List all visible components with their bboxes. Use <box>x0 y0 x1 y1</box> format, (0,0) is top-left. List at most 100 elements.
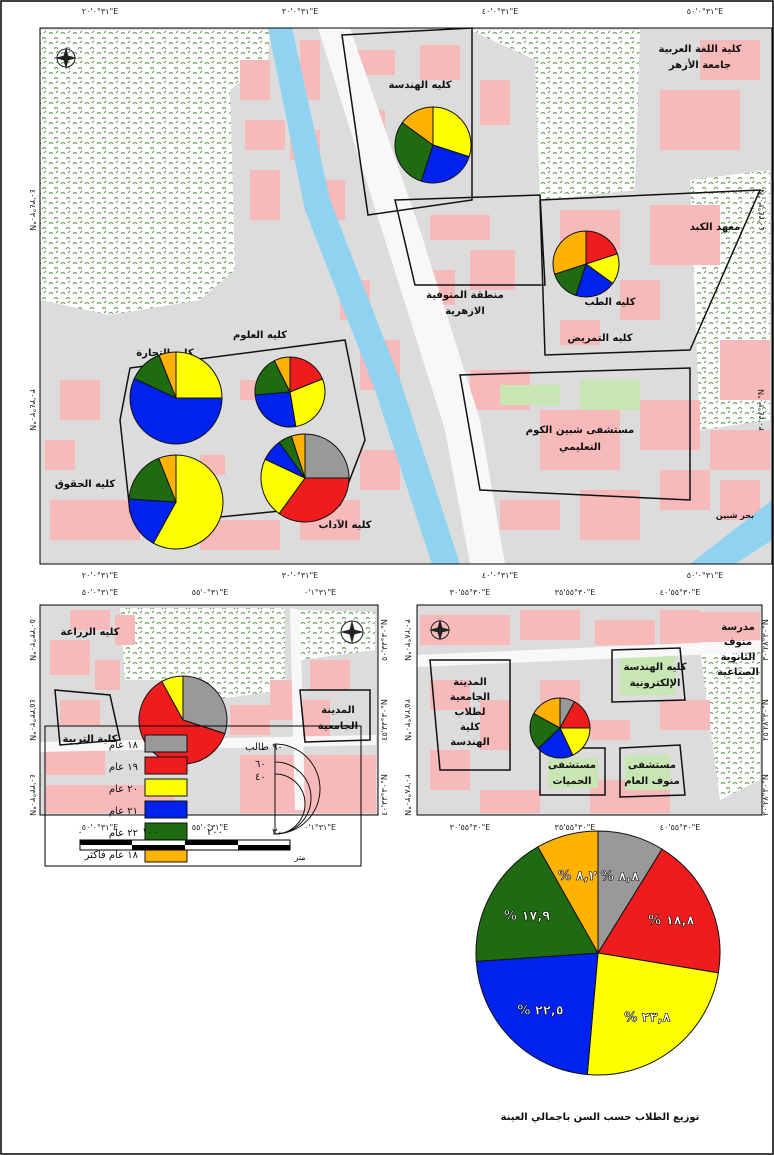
pie-law-slice-5 <box>128 457 177 503</box>
top-tree-area-west <box>40 30 270 315</box>
coord-br-rlat-3: ٣٠°٢٨'٢٠"N <box>761 774 770 816</box>
size-legend-60: ٦٠ <box>255 759 266 770</box>
coord-top-2: ٣١°٠'٣٠"E <box>282 7 318 16</box>
coord-top-3: ٣١°٠'٤٠"E <box>482 7 518 16</box>
coord-right-lat-1: ٣٠°٣٤'٤٠"N <box>757 189 766 231</box>
label-education: كلية التربية <box>63 734 118 745</box>
label-arts: كليه الآداب <box>318 519 371 531</box>
label-school-3: الثانوية <box>721 652 756 663</box>
top-tree-area-north <box>470 30 640 200</box>
coord-bl-top-2: ٣١°٠'٥٥"E <box>192 588 228 597</box>
label-school-2: منوف <box>724 637 752 648</box>
label-fever-hospital-1: مستشفى <box>548 760 596 771</box>
size-legend <box>274 743 321 835</box>
pie-science-slice-3 <box>289 378 326 428</box>
br-tree-area <box>700 640 760 800</box>
scale-bar <box>79 839 291 851</box>
pie-engineering-slice-3 <box>432 106 472 158</box>
coord-left-lat-1: ٣٠°٣٤'٤٠"N <box>28 189 37 231</box>
br-park-3 <box>625 755 670 790</box>
label-eng-city-2: الجامعية <box>450 692 490 703</box>
label-school-1: مدرسة <box>721 622 755 633</box>
coord-bl-bottom-2: ٣١°٠'٥٥"E <box>192 823 228 832</box>
label-eng-city-1: المدينة <box>453 677 487 688</box>
coord-br-top-2: ٣٠°٥٥'٣٥"E <box>555 588 596 597</box>
coord-br-lat-3: ٣٠°٢٨'٢٠"N <box>403 774 412 816</box>
legend-swatch-3 <box>144 778 188 797</box>
pie-commerce-slice-6 <box>158 351 177 399</box>
canal-east <box>690 500 772 564</box>
coord-bl-top-3: ٣١°١'٠"E <box>304 588 336 597</box>
coord-br-lat-1: ٣٠°٢٨'٣٠"N <box>403 619 412 661</box>
label-eng-city-4: كلية <box>460 722 480 733</box>
medicine-block <box>539 189 762 356</box>
summary-pie-label-2: % ١٨,٨ <box>648 914 694 929</box>
label-elec-eng-1: كليه الهندسة <box>623 662 686 673</box>
legend-label-4: ٢١ عام <box>109 806 138 817</box>
coord-bl-bottom-1: ٣١°٠'٥٠"E <box>82 823 118 832</box>
coord-br-rlat-2: ٣٠°٢٨'٢٥"N <box>761 699 770 741</box>
legend-swatch-2 <box>144 756 188 775</box>
summary-pie-label-5: % ١٧,٩ <box>504 909 550 924</box>
label-elec-eng-2: الإلكترونية <box>630 678 681 689</box>
legend-frame <box>44 725 362 867</box>
pie-engineering-slice-6 <box>401 106 434 146</box>
canal <box>268 28 460 564</box>
pie-law-slice-4 <box>128 498 177 544</box>
coord-br-rlat-1: ٣٠°٢٨'٣٠"N <box>761 619 770 661</box>
coord-br-top-3: ٣٠°٥٥'٤٠"E <box>660 588 701 597</box>
pie-elec-eng <box>529 697 591 759</box>
label-eng-city-3: لطلاب <box>454 707 485 718</box>
coord-bl-rlat-3: ٣٠°٣٣'٤٠"N <box>380 774 389 816</box>
legend-label-5: ٢٢ عام <box>109 828 138 839</box>
label-menoufia-1: منطقة المنوفية <box>426 290 504 301</box>
north-arrow-icon-bl <box>340 620 364 644</box>
pie-arts <box>260 433 350 523</box>
univ-city-block <box>299 689 371 743</box>
pie-law-slice-3 <box>152 454 224 550</box>
coord-topb-3: ٣١°٠'٤٠"E <box>482 571 518 580</box>
pie-education-slice-3 <box>161 675 184 721</box>
coord-bl-rlat-1: ٣٠°٣٣'٥٠"N <box>380 619 389 661</box>
bl-map-border <box>39 604 379 816</box>
map-pie-charts <box>128 106 620 765</box>
summary-pie-label-3: % ٢٣,٨ <box>624 1011 670 1026</box>
legend-label-1: ١٨ عام <box>109 740 139 751</box>
education-block <box>54 689 121 746</box>
legend-label-2: ١٩ عام <box>109 762 138 773</box>
summary-pie-slice-3 <box>586 952 719 1076</box>
label-fever-hospital-2: الحميات <box>553 776 592 787</box>
br-park-2 <box>548 758 598 788</box>
label-agriculture: كليه الزراعة <box>60 627 119 638</box>
pie-arts-slice-1 <box>304 433 350 479</box>
label-menoufia-2: الازهرية <box>445 306 485 317</box>
pie-science-slice-6 <box>273 356 291 393</box>
summary-pie-slice-6 <box>537 830 599 955</box>
coord-top-1: ٣١°٠'٢٠"E <box>82 7 118 16</box>
label-school-4: الصناعية <box>717 667 759 678</box>
pie-medicine-slice-6 <box>552 230 587 275</box>
summary-pie-chart: % ٨,٨ % ١٨,٨ % ٢٣,٨ % ٢٢,٥ % ١٧,٩ % ٨,٢ <box>475 830 721 1076</box>
coord-left-lat-2: ٣٠°٣٤'٣٠"N <box>28 389 37 431</box>
summary-pie-slice-4 <box>475 952 599 1076</box>
coord-bl-lat-3: ٣٠°٣٣'٤٠"N <box>28 774 37 816</box>
north-arrow-icon-br <box>429 619 451 641</box>
coord-bl-rlat-2: ٣٠°٣٣'٤٥"N <box>380 699 389 741</box>
pie-arts-slice-2 <box>278 477 350 523</box>
label-eng-city-5: الهندسة <box>450 737 490 748</box>
scale-tick-100: ١٠٠ <box>142 827 158 838</box>
eng-city-block <box>429 659 511 771</box>
coord-br-bottom-1: ٣٠°٥٥'٣٠"E <box>450 823 491 832</box>
main-road <box>318 28 505 564</box>
label-nursing: كليه التمريض <box>567 333 632 344</box>
bottom-right-map: كليه الهندسة الإلكترونية المدينة الجامعي… <box>403 588 770 832</box>
coord-topb-1: ٣١°٠'٢٠"E <box>82 571 118 580</box>
label-menouf-hospital-1: مستشفى <box>628 760 676 771</box>
coord-top-4: ٣١°٠'٥٠"E <box>687 7 723 16</box>
label-arabic-lang-1: كلية اللغة العربية <box>659 44 742 55</box>
label-law: كليه الحقوق <box>55 479 116 490</box>
coord-bl-top-1: ٣١°٠'٥٠"E <box>82 588 118 597</box>
scale-tick-200: ٢٠٠ <box>207 827 223 838</box>
coord-br-lat-2: ٣٠°٢٨'٢٥"N <box>403 699 412 741</box>
pie-engineering-slice-4 <box>420 144 470 184</box>
